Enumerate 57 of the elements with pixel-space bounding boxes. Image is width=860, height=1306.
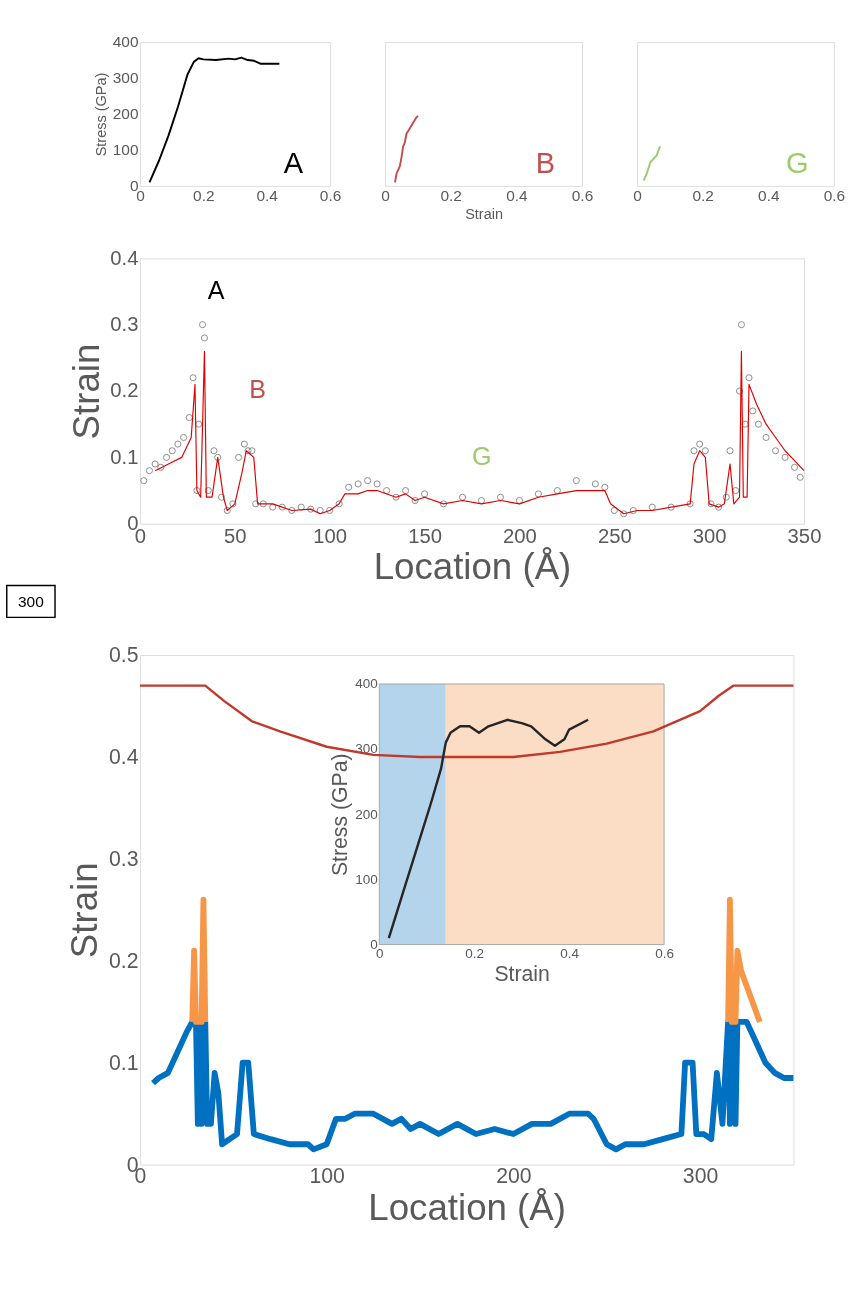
y-tick-label: 0.4: [109, 745, 139, 769]
annotation: G: [471, 441, 492, 470]
x-tick-label: 0.6: [823, 186, 846, 204]
y-tick-label: 0.5: [109, 643, 139, 667]
x-axis-title: Location (Å): [373, 546, 572, 588]
x-tick-label: 0.2: [465, 945, 485, 961]
x-tick-label: 50: [224, 524, 247, 547]
y-tick-label: 0.1: [109, 1050, 139, 1074]
x-tick-label: 0.4: [256, 186, 279, 204]
annotation: A: [283, 147, 304, 180]
x-axis-title: Location (Å): [368, 1187, 566, 1229]
line-series: [154, 350, 805, 515]
y-tick-label: 100: [355, 871, 378, 887]
y-tick-label: 0.3: [109, 847, 139, 871]
x-tick-label: 0.2: [440, 186, 462, 204]
x-tick-label: 200: [496, 1164, 532, 1188]
annotation: B: [249, 375, 267, 404]
x-tick-label: 300: [692, 524, 727, 547]
y-tick-label: 0.2: [110, 379, 139, 402]
annotation: G: [786, 147, 809, 180]
y-axis-title: Strain: [65, 343, 107, 440]
y-axis-title: Strain: [64, 862, 106, 959]
x-tick-label: 0.6: [655, 945, 674, 961]
x-tick-label: 100: [313, 524, 348, 547]
x-tick-label: 0.2: [193, 186, 215, 204]
y-tick-label: 200: [112, 105, 139, 123]
y-tick-label: 400: [355, 676, 378, 692]
x-tick-label: 150: [408, 524, 442, 547]
x-tick-label: 250: [597, 524, 632, 547]
y-tick-label: 0.3: [110, 312, 139, 335]
x-tick-label: 0: [381, 186, 390, 204]
x-tick-label: 350: [787, 524, 822, 547]
y-tick-label: 0.1: [110, 445, 139, 468]
y-axis-title: Stress (GPa): [92, 72, 109, 157]
x-axis-title: Strain: [494, 961, 550, 985]
annotation: A: [207, 275, 225, 304]
x-axis-title: Strain: [465, 206, 503, 223]
x-tick-label: 0.6: [319, 186, 342, 204]
annotation: B: [535, 147, 555, 180]
x-tick-label: 0.6: [571, 186, 594, 204]
x-tick-label: 0.2: [692, 186, 714, 204]
y-tick-label: 400: [112, 33, 139, 51]
x-tick-label: 0.4: [758, 186, 780, 204]
text: 300: [18, 592, 44, 610]
y-tick-label: 200: [355, 806, 378, 822]
y-tick-label: 300: [112, 69, 139, 87]
y-axis-title: Stress (GPa): [327, 753, 352, 877]
line-series: [148, 56, 281, 184]
y-tick-label: 100: [112, 141, 139, 159]
x-tick-label: 200: [503, 524, 537, 547]
y-tick-label: 0.4: [110, 246, 139, 269]
x-tick-label: 100: [309, 1164, 345, 1188]
x-tick-label: 300: [682, 1164, 719, 1188]
x-tick-label: 0: [633, 186, 642, 204]
x-tick-label: 0.4: [560, 945, 580, 961]
x-tick-label: 0.4: [506, 186, 529, 204]
line-series: [387, 718, 590, 940]
